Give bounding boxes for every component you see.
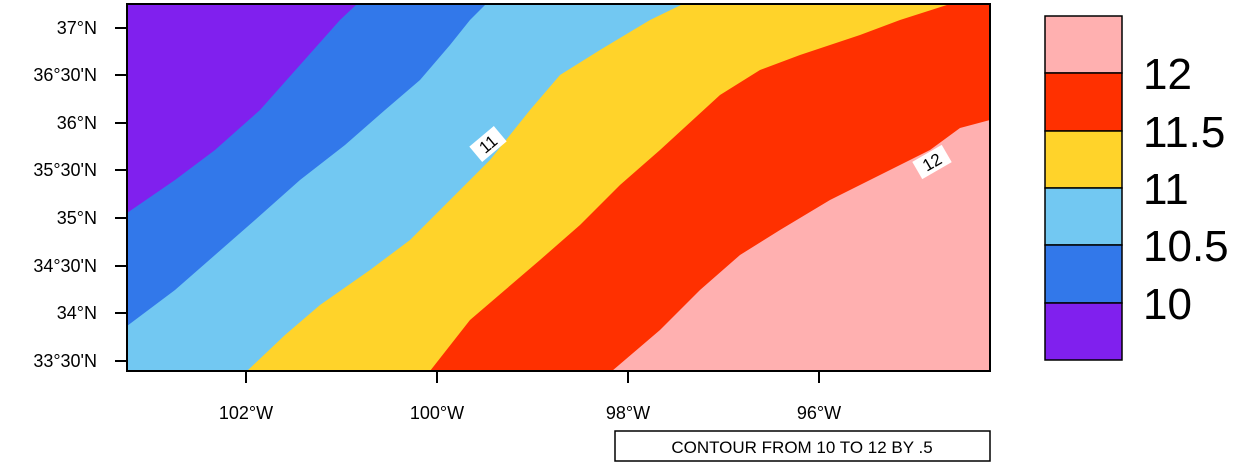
contour-info-box: CONTOUR FROM 10 TO 12 BY .5: [614, 430, 991, 462]
color-legend: 12 11.5 11 10.5 10: [1044, 15, 1229, 361]
legend-swatch: [1044, 187, 1123, 246]
y-tick-label: 35°30'N: [33, 160, 97, 180]
y-tick-label: 34°N: [57, 303, 97, 323]
y-tick-label: 34°30'N: [33, 256, 97, 276]
legend-label: 10: [1143, 280, 1192, 329]
latitude-axis: 37°N 36°30'N 36°N 35°30'N 35°N 34°30'N 3…: [33, 18, 127, 371]
legend-label: 11.5: [1143, 108, 1225, 157]
x-tick-label: 100°W: [410, 403, 464, 423]
plot-frame: [126, 3, 991, 372]
legend-label: 11: [1143, 165, 1189, 214]
y-tick-label: 36°N: [57, 113, 97, 133]
legend-label: 10.5: [1143, 222, 1229, 271]
legend-swatch: [1044, 15, 1123, 74]
y-tick-label: 37°N: [57, 18, 97, 38]
longitude-axis: 102°W 100°W 98°W 96°W: [219, 371, 841, 423]
region-below-10: [127, 4, 357, 213]
y-tick-label: 35°N: [57, 208, 97, 228]
y-tick-label: 33°30'N: [33, 351, 97, 371]
x-tick-label: 96°W: [797, 403, 841, 423]
x-tick-label: 102°W: [219, 403, 273, 423]
legend-swatch: [1044, 244, 1123, 304]
legend-label: 12: [1143, 50, 1192, 99]
svg-text:CONTOUR FROM 10 TO 12 BY .5: CONTOUR FROM 10 TO 12 BY .5: [671, 438, 932, 457]
y-tick-label: 36°30'N: [33, 65, 97, 85]
x-tick-label: 98°W: [606, 403, 650, 423]
legend-swatch: [1044, 72, 1123, 132]
contour-fill-regions: [127, 4, 990, 371]
legend-swatch: [1044, 302, 1123, 361]
legend-swatch: [1044, 130, 1123, 189]
